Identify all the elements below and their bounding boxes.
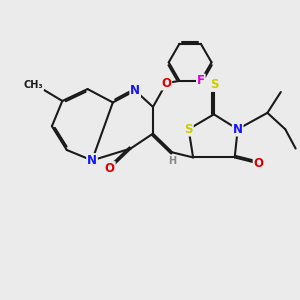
Text: S: S [184, 123, 193, 136]
Text: N: N [233, 123, 243, 136]
Text: CH₃: CH₃ [24, 80, 43, 90]
Text: S: S [210, 78, 218, 91]
Text: F: F [197, 74, 205, 87]
Text: O: O [105, 162, 115, 175]
Text: O: O [161, 76, 171, 90]
Text: N: N [130, 84, 140, 97]
Text: H: H [168, 156, 176, 166]
Text: O: O [254, 157, 263, 170]
Text: N: N [87, 154, 97, 167]
